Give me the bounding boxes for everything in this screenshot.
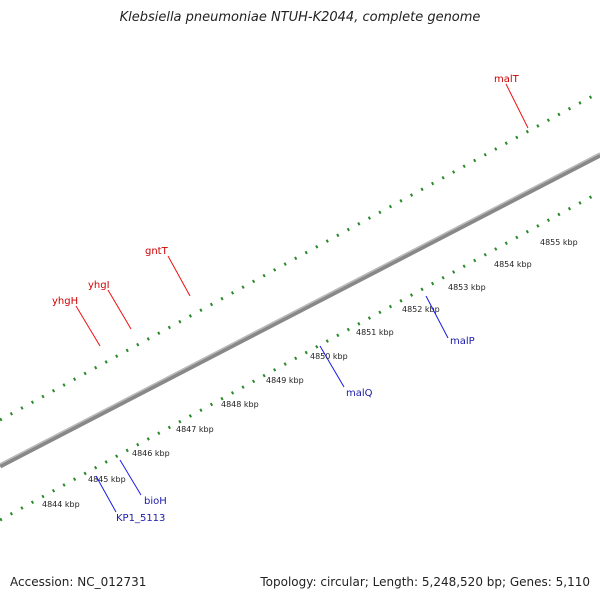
label-bioH[interactable]: bioH [144, 496, 167, 507]
leader-malP [425, 295, 449, 339]
kbp-label-4847: 4847 kbp [176, 425, 214, 434]
leader-malQ [319, 345, 345, 388]
leader-yhgH [75, 305, 101, 347]
genome-backbone-highlight [0, 152, 600, 465]
kbp-label-4855: 4855 kbp [540, 238, 578, 247]
label-malQ[interactable]: malQ [346, 388, 373, 399]
label-yhgI[interactable]: yhgI [88, 280, 110, 291]
lower-strand [0, 0, 264, 60]
genome-info-text: Topology: circular; Length: 5,248,520 bp… [260, 575, 590, 589]
kbp-label-4853: 4853 kbp [448, 283, 486, 292]
outer-tick-ring-upper [0, 90, 600, 422]
label-KP1_5113[interactable]: KP1_5113 [116, 513, 165, 524]
leader-yhgI [107, 289, 132, 330]
leader-malT [505, 83, 529, 129]
label-yhgH[interactable]: yhgH [52, 296, 78, 307]
kbp-label-4851: 4851 kbp [356, 328, 394, 337]
kbp-label-4844: 4844 kbp [42, 500, 80, 509]
kbp-label-4846: 4846 kbp [132, 449, 170, 458]
genome-backbone [0, 152, 600, 469]
leader-gntT [167, 255, 191, 297]
leader-KP1_5113 [95, 475, 117, 513]
kbp-label-4852: 4852 kbp [402, 305, 440, 314]
inner-tick-ring-lower [0, 190, 600, 522]
kbp-label-4848: 4848 kbp [221, 400, 259, 409]
kbp-label-4849: 4849 kbp [266, 376, 304, 385]
label-malP[interactable]: malP [450, 336, 475, 347]
kbp-label-4854: 4854 kbp [494, 260, 532, 269]
upper-strand [0, 0, 395, 46]
label-gntT[interactable]: gntT [145, 246, 169, 257]
accession-text: Accession: NC_012731 [10, 575, 147, 589]
kbp-label-4850: 4850 kbp [310, 352, 348, 361]
genome-title: Klebsiella pneumoniae NTUH-K2044, comple… [119, 10, 481, 25]
leader-bioH [119, 459, 142, 496]
label-malT[interactable]: malT [494, 74, 520, 85]
kbp-label-4845: 4845 kbp [88, 475, 126, 484]
